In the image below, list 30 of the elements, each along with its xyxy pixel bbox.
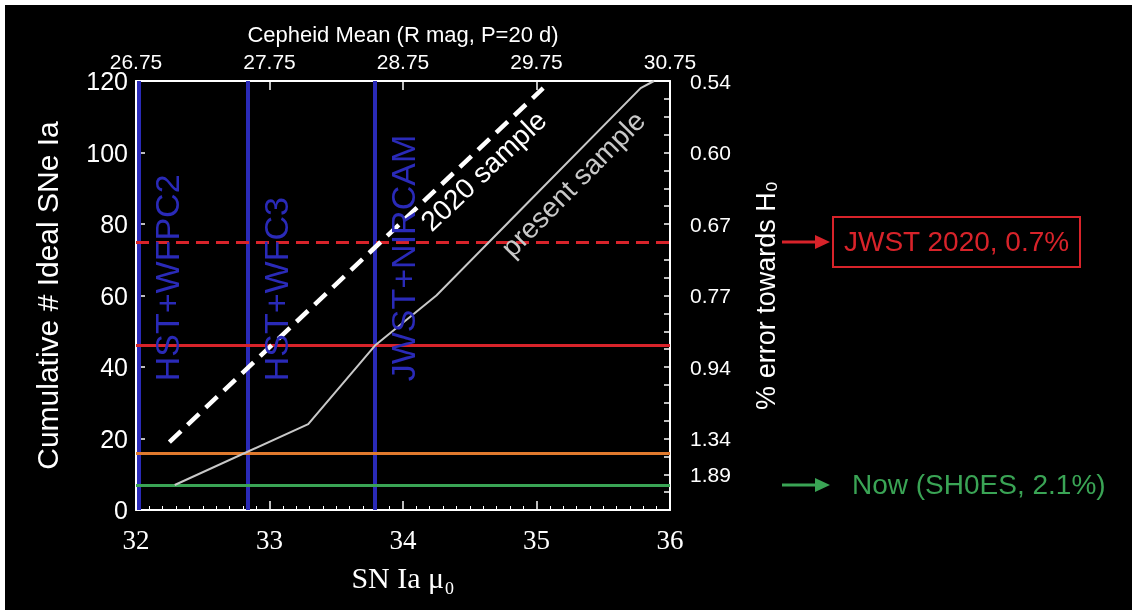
y-tick-label: 40	[100, 353, 128, 381]
x2-tick-label: 26.75	[109, 50, 163, 73]
ref-line-label: HST+WFPC2	[147, 174, 186, 382]
ref-line-label: JWST+NIRCAM	[383, 134, 422, 382]
y2-axis-title: % error towards H₀	[750, 181, 781, 410]
x2-tick-label: 29.75	[510, 50, 563, 73]
x-tick-label: 32	[122, 524, 150, 555]
category-label: 0.94	[690, 355, 731, 379]
y-tick-label: 80	[100, 210, 128, 238]
ref-line-label: JWST 2020, 0.7%	[844, 225, 1070, 259]
category-label: 1.89	[690, 462, 731, 486]
category-label: 0.67	[690, 212, 731, 236]
x2-tick-label: 27.75	[243, 50, 296, 73]
x-tick-label: 33	[256, 524, 283, 555]
category-label: 0.60	[690, 141, 731, 164]
x-tick-label: 35	[523, 524, 550, 555]
y-tick-label: 100	[86, 138, 128, 167]
y-axis-title: Cumulative # Ideal SNe Ia	[30, 120, 64, 470]
x-tick-label: 36	[656, 524, 684, 555]
y-tick-label: 0	[114, 496, 128, 524]
category-label: 0.77	[690, 284, 731, 307]
ref-line-label: HST+WFC3	[257, 197, 296, 382]
category-label: 1.34	[690, 427, 731, 450]
x-axis-title: SN Ia μ₀	[351, 560, 455, 594]
y-tick-label: 20	[100, 424, 128, 453]
ref-line-label: Now (SH0ES, 2.1%)	[852, 468, 1106, 502]
x2-tick-label: 28.75	[376, 50, 430, 73]
x-tick-label: 34	[389, 524, 417, 555]
x2-axis-title: Cepheid Mean (R mag, P=20 d)	[247, 21, 559, 47]
y-tick-label: 60	[100, 281, 128, 310]
